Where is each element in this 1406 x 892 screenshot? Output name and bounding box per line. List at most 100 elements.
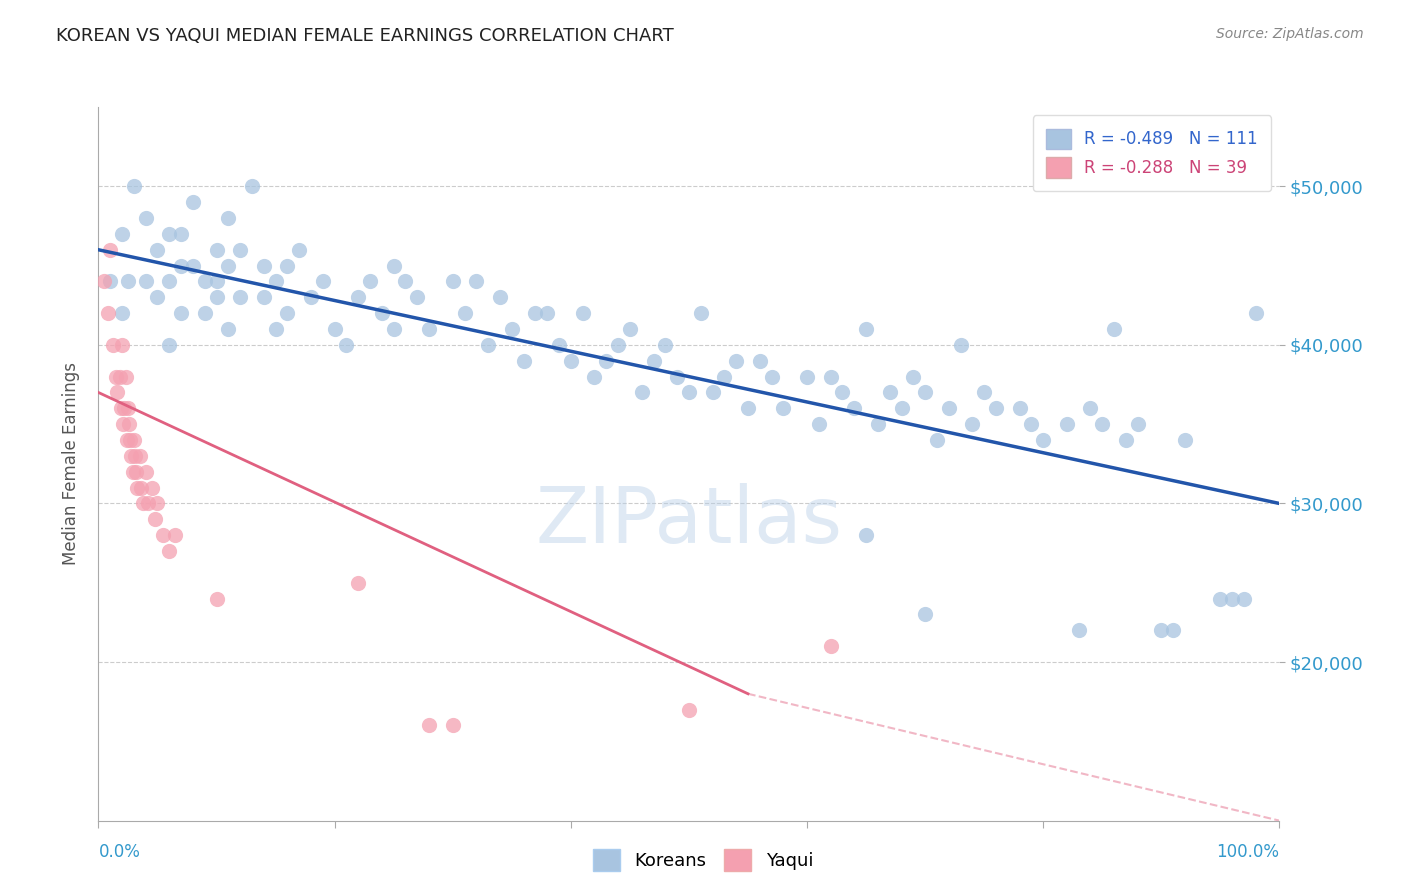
Point (382, 322, 405, 336)
Point (217, 322, 239, 336)
Point (170, 306, 193, 320)
Point (253, 290, 276, 304)
Point (524, 306, 547, 320)
Point (229, 290, 252, 304)
Point (181, 259, 204, 273)
Point (879, 385, 901, 400)
Point (165, 528, 187, 542)
Point (1102, 322, 1125, 336)
Point (157, 544, 180, 558)
Point (772, 401, 794, 416)
Text: 100.0%: 100.0% (1216, 843, 1279, 861)
Point (1244, 306, 1267, 320)
Point (170, 227, 193, 241)
Point (121, 465, 143, 479)
Point (98, 275, 121, 289)
Point (124, 449, 146, 463)
Point (914, 385, 936, 400)
Legend: Koreans, Yaqui: Koreans, Yaqui (585, 842, 821, 879)
Point (1161, 624, 1184, 638)
Point (1008, 401, 1031, 416)
Point (347, 575, 370, 590)
Point (127, 481, 149, 495)
Point (101, 338, 124, 352)
Point (264, 322, 287, 336)
Point (914, 607, 936, 622)
Point (288, 243, 311, 257)
Point (536, 306, 558, 320)
Point (855, 322, 877, 336)
Point (111, 338, 134, 352)
Point (120, 433, 142, 447)
Point (1056, 417, 1078, 432)
Point (105, 369, 128, 384)
Point (122, 179, 145, 194)
Point (111, 227, 134, 241)
Point (903, 369, 925, 384)
Point (97, 306, 120, 320)
Point (205, 275, 228, 289)
Point (689, 306, 711, 320)
Point (666, 369, 689, 384)
Point (117, 401, 139, 416)
Point (583, 369, 606, 384)
Point (418, 718, 440, 732)
Point (1115, 433, 1137, 447)
Point (240, 179, 263, 194)
Point (125, 465, 148, 479)
Point (866, 417, 889, 432)
Point (205, 591, 228, 606)
Point (132, 496, 155, 510)
Point (128, 449, 150, 463)
Point (654, 338, 676, 352)
Point (571, 306, 593, 320)
Point (938, 401, 960, 416)
Point (949, 338, 972, 352)
Point (146, 290, 169, 304)
Point (117, 275, 139, 289)
Point (1091, 417, 1114, 432)
Point (146, 496, 169, 510)
Point (748, 353, 770, 368)
Point (619, 322, 641, 336)
Point (844, 401, 866, 416)
Point (761, 369, 783, 384)
Point (157, 338, 180, 352)
Legend: R = -0.489   N = 111, R = -0.288   N = 39: R = -0.489 N = 111, R = -0.288 N = 39 (1032, 115, 1271, 191)
Point (299, 290, 322, 304)
Point (725, 353, 748, 368)
Point (1067, 624, 1090, 638)
Point (276, 259, 298, 273)
Point (1126, 417, 1149, 432)
Point (205, 290, 228, 304)
Point (984, 401, 1007, 416)
Point (925, 433, 948, 447)
Point (737, 401, 759, 416)
Point (713, 369, 735, 384)
Point (93, 275, 115, 289)
Point (418, 322, 440, 336)
Point (453, 306, 475, 320)
Point (122, 433, 145, 447)
Point (820, 639, 842, 653)
Point (276, 306, 298, 320)
Point (114, 369, 136, 384)
Point (1080, 401, 1102, 416)
Point (1233, 591, 1256, 606)
Point (595, 353, 617, 368)
Point (105, 385, 128, 400)
Point (465, 275, 488, 289)
Text: 0.0%: 0.0% (98, 843, 141, 861)
Point (394, 275, 416, 289)
Point (501, 322, 523, 336)
Point (560, 353, 582, 368)
Point (152, 528, 174, 542)
Point (115, 433, 138, 447)
Point (264, 275, 287, 289)
Point (489, 290, 512, 304)
Point (371, 306, 394, 320)
Point (796, 369, 818, 384)
Point (143, 512, 166, 526)
Point (702, 385, 724, 400)
Point (512, 353, 534, 368)
